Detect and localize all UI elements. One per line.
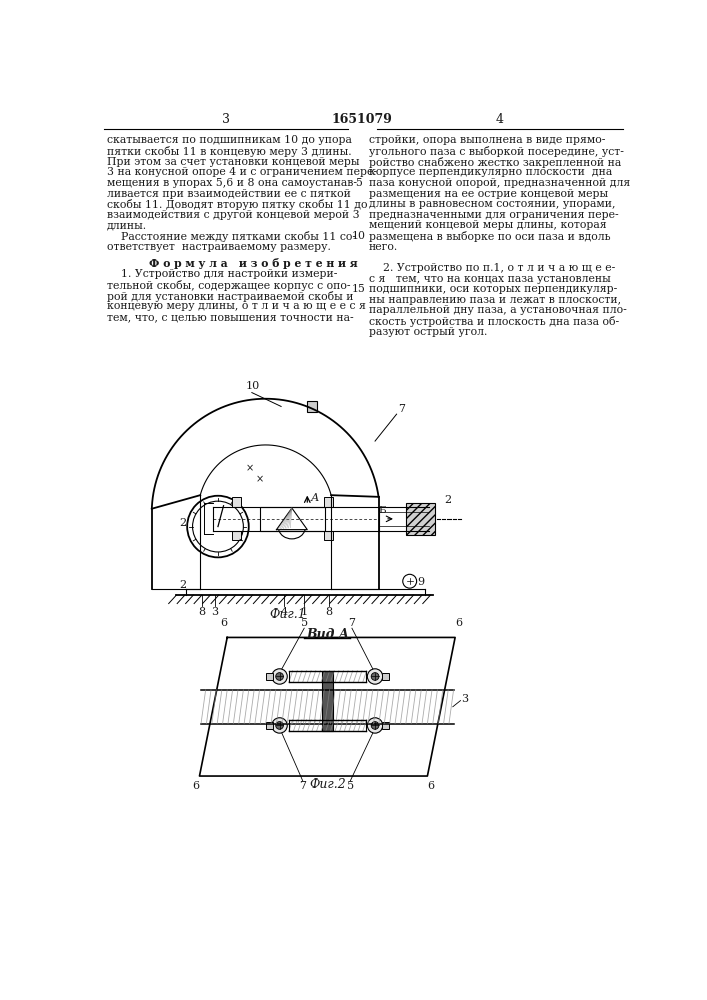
Text: ны направлению паза и лежат в плоскости,: ны направлению паза и лежат в плоскости, [369, 295, 621, 305]
Text: 2: 2 [180, 580, 187, 590]
Text: разуют острый угол.: разуют острый угол. [369, 327, 487, 337]
Text: длины в равновесном состоянии, упорами,: длины в равновесном состоянии, упорами, [369, 199, 615, 209]
Text: 5: 5 [347, 781, 354, 791]
Text: концевую меру длины, о т л и ч а ю щ е е с я: концевую меру длины, о т л и ч а ю щ е е… [107, 301, 366, 311]
Text: ответствует  настраиваемому размеру.: ответствует настраиваемому размеру. [107, 242, 331, 252]
Circle shape [276, 722, 284, 729]
Bar [325, 531, 334, 540]
Text: А: А [310, 493, 319, 503]
Bar [382, 673, 389, 680]
Text: ×: × [255, 475, 264, 485]
Text: подшипники, оси которых перпендикуляр-: подшипники, оси которых перпендикуляр- [369, 284, 617, 294]
Text: тельной скобы, содержащее корпус с опо-: тельной скобы, содержащее корпус с опо- [107, 280, 351, 291]
Text: Фиг.2: Фиг.2 [309, 778, 346, 791]
Text: размещена в выборке по оси паза и вдоль: размещена в выборке по оси паза и вдоль [369, 231, 611, 242]
Text: 7: 7 [349, 618, 356, 628]
Text: Б: Б [379, 506, 387, 515]
Circle shape [368, 669, 382, 684]
Text: взаимодействия с другой концевой мерой 3: взаимодействия с другой концевой мерой 3 [107, 210, 360, 220]
Bar [232, 497, 241, 507]
Text: 1: 1 [300, 607, 308, 617]
Text: пятки скобы 11 в концевую меру 3 длины.: пятки скобы 11 в концевую меру 3 длины. [107, 146, 351, 157]
Text: 3: 3 [461, 694, 469, 704]
Bar [259, 507, 325, 531]
Text: длины.: длины. [107, 220, 147, 230]
Text: скость устройства и плоскость дна паза об-: скость устройства и плоскость дна паза о… [369, 316, 619, 327]
Text: 3 на конусной опоре 4 и с ограничением пере-: 3 на конусной опоре 4 и с ограничением п… [107, 167, 377, 177]
Text: размещения на ее острие концевой меры: размещения на ее острие концевой меры [369, 189, 608, 199]
Text: мещений концевой меры длины, которая: мещений концевой меры длины, которая [369, 220, 607, 230]
Text: ливается при взаимодействии ее с пяткой: ливается при взаимодействии ее с пяткой [107, 189, 351, 199]
Text: 7: 7 [398, 404, 405, 414]
Text: предназначенными для ограничения пере-: предназначенными для ограничения пере- [369, 210, 619, 220]
Text: параллельной дну паза, а установочная пло-: параллельной дну паза, а установочная пл… [369, 305, 626, 315]
Text: мещения в упорах 5,6 и 8 она самоустанав-: мещения в упорах 5,6 и 8 она самоустанав… [107, 178, 357, 188]
Text: 10: 10 [352, 231, 366, 241]
Text: 4: 4 [281, 607, 288, 617]
Text: Фиг.1: Фиг.1 [269, 608, 305, 621]
Text: корпусе перпендикулярно плоскости  дна: корпусе перпендикулярно плоскости дна [369, 167, 612, 177]
Text: стройки, опора выполнена в виде прямо-: стройки, опора выполнена в виде прямо- [369, 135, 605, 145]
Text: 2. Устройство по п.1, о т л и ч а ю щ е е-: 2. Устройство по п.1, о т л и ч а ю щ е … [369, 263, 615, 273]
Text: 5: 5 [300, 618, 308, 628]
Text: ×: × [245, 463, 254, 473]
Text: 1651079: 1651079 [332, 113, 392, 126]
Text: 9: 9 [417, 577, 424, 587]
Text: 6: 6 [428, 781, 435, 791]
Circle shape [272, 718, 287, 733]
Text: 2: 2 [180, 518, 187, 528]
Bar [406, 503, 435, 535]
Text: тем, что, с целью повышения точности на-: тем, что, с целью повышения точности на- [107, 312, 354, 322]
Text: 8: 8 [198, 607, 205, 617]
Text: 10: 10 [246, 381, 260, 391]
Bar [232, 531, 241, 540]
Text: 15: 15 [352, 284, 366, 294]
Text: скатывается по подшипникам 10 до упора: скатывается по подшипникам 10 до упора [107, 135, 352, 145]
Circle shape [371, 722, 379, 729]
Text: него.: него. [369, 242, 398, 252]
Bar [322, 671, 333, 731]
Text: скобы 11. Доводят вторую пятку скобы 11 до: скобы 11. Доводят вторую пятку скобы 11 … [107, 199, 368, 210]
Text: Ф о р м у л а   и з о б р е т е н и я: Ф о р м у л а и з о б р е т е н и я [149, 258, 358, 269]
Bar [266, 673, 273, 680]
Text: 5: 5 [356, 178, 362, 188]
Bar [325, 497, 334, 507]
Text: угольного паза с выборкой посередине, уст-: угольного паза с выборкой посередине, ус… [369, 146, 624, 157]
Text: паза конусной опорой, предназначенной для: паза конусной опорой, предназначенной дл… [369, 178, 630, 188]
Text: Расстояние между пятками скобы 11 со-: Расстояние между пятками скобы 11 со- [107, 231, 356, 242]
Text: 6: 6 [455, 618, 462, 628]
Circle shape [272, 669, 287, 684]
Text: с я   тем, что на концах паза установлены: с я тем, что на концах паза установлены [369, 274, 611, 284]
Circle shape [368, 718, 382, 733]
Text: 4: 4 [496, 113, 504, 126]
Bar [266, 722, 273, 729]
Text: 6: 6 [192, 781, 199, 791]
Text: 7: 7 [299, 781, 306, 791]
Text: 8: 8 [325, 607, 332, 617]
Text: 3: 3 [222, 113, 230, 126]
Text: 6: 6 [220, 618, 227, 628]
Text: рой для установки настраиваемой скобы и: рой для установки настраиваемой скобы и [107, 291, 354, 302]
Text: ройство снабжено жестко закрепленной на: ройство снабжено жестко закрепленной на [369, 157, 621, 168]
Text: 1. Устройство для настройки измери-: 1. Устройство для настройки измери- [107, 269, 337, 279]
Text: Вид А: Вид А [306, 628, 349, 641]
Bar [307, 401, 317, 412]
Text: При этом за счет установки концевой меры: При этом за счет установки концевой меры [107, 157, 360, 167]
Text: 2: 2 [444, 495, 452, 505]
Text: 3: 3 [211, 607, 218, 617]
Bar [382, 722, 389, 729]
Circle shape [276, 673, 284, 680]
Circle shape [371, 673, 379, 680]
